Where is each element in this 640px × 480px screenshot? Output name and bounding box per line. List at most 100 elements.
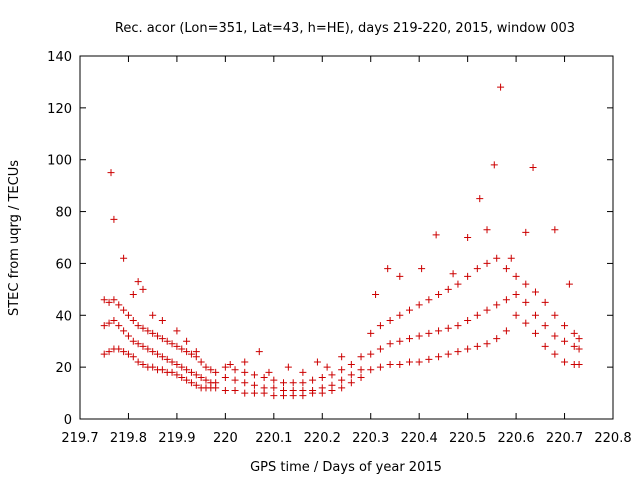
data-point <box>418 265 426 273</box>
data-point <box>163 355 171 363</box>
y-tick-label: 80 <box>55 206 72 221</box>
y-tick-label: 0 <box>64 413 72 428</box>
data-point <box>551 332 559 340</box>
data-point <box>318 384 326 392</box>
data-point <box>425 329 433 337</box>
data-point <box>313 358 321 366</box>
data-point <box>260 374 268 382</box>
data-point <box>338 366 346 374</box>
y-tick-label: 120 <box>47 102 72 117</box>
data-point <box>129 316 137 324</box>
data-point <box>522 319 530 327</box>
data-point <box>493 335 501 343</box>
data-point <box>149 311 157 319</box>
data-point <box>120 327 128 335</box>
data-point <box>178 345 186 353</box>
data-point <box>154 332 162 340</box>
data-point <box>173 342 181 350</box>
data-point <box>144 345 152 353</box>
data-point <box>120 306 128 314</box>
axis-ticks: 219.7 219.8 219.9 220 220.1 220.2 220.3 220.4 22… <box>47 50 631 446</box>
data-point <box>454 348 462 356</box>
data-point <box>212 368 220 376</box>
data-point <box>529 163 537 171</box>
data-point <box>338 384 346 392</box>
data-point <box>376 345 384 353</box>
data-point <box>299 368 307 376</box>
data-point <box>129 291 137 299</box>
data-point <box>464 272 472 280</box>
data-point <box>255 348 263 356</box>
data-point <box>107 169 115 177</box>
data-point <box>197 374 205 382</box>
data-point <box>476 195 484 203</box>
data-point <box>502 265 510 273</box>
data-point <box>280 386 288 394</box>
data-point <box>134 340 142 348</box>
data-point <box>270 376 278 384</box>
data-point <box>386 361 394 369</box>
data-point <box>464 345 472 353</box>
data-point <box>129 353 137 361</box>
data-point <box>490 161 498 169</box>
x-tick-label: 219.7 <box>61 431 98 446</box>
data-point <box>432 231 440 239</box>
data-point <box>386 340 394 348</box>
data-point <box>265 368 273 376</box>
chart-title: Rec. acor (Lon=351, Lat=43, h=HE), days … <box>115 21 575 36</box>
data-point <box>149 348 157 356</box>
data-point <box>347 371 355 379</box>
data-point <box>396 311 404 319</box>
plot-frame <box>79 55 614 420</box>
data-point <box>299 386 307 394</box>
data-point <box>570 342 578 350</box>
data-point <box>139 285 147 293</box>
y-tick-label: 100 <box>47 154 72 169</box>
x-tick-label: 220.2 <box>304 431 341 446</box>
data-point <box>100 296 108 304</box>
data-point <box>338 376 346 384</box>
x-axis-label: GPS time / Days of year 2015 <box>250 460 442 475</box>
data-point <box>415 332 423 340</box>
data-point <box>396 361 404 369</box>
data-point <box>541 322 549 330</box>
y-tick-label: 60 <box>55 257 72 272</box>
data-point <box>231 376 239 384</box>
data-point <box>512 311 520 319</box>
data-point <box>473 265 481 273</box>
data-point <box>299 379 307 387</box>
data-point <box>561 358 569 366</box>
data-point <box>338 353 346 361</box>
x-tick-label: 220.1 <box>255 431 292 446</box>
data-point <box>357 353 365 361</box>
data-point <box>376 322 384 330</box>
data-point <box>357 374 365 382</box>
data-point <box>328 371 336 379</box>
data-point <box>318 374 326 382</box>
data-point <box>449 270 457 278</box>
data-point <box>565 280 573 288</box>
data-point <box>522 298 530 306</box>
x-tick-label: 220 <box>213 431 238 446</box>
data-point <box>202 363 210 371</box>
x-tick-label: 220.3 <box>352 431 389 446</box>
data-point <box>405 306 413 314</box>
data-point <box>561 322 569 330</box>
data-point <box>284 363 292 371</box>
data-point <box>124 332 132 340</box>
data-point <box>134 278 142 286</box>
data-point <box>512 291 520 299</box>
data-point <box>289 386 297 394</box>
data-point <box>231 366 239 374</box>
data-point <box>493 301 501 309</box>
data-point <box>483 226 491 234</box>
data-point <box>226 361 234 369</box>
data-point <box>100 322 108 330</box>
y-tick-label: 140 <box>47 50 72 65</box>
data-point <box>202 376 210 384</box>
data-point <box>212 379 220 387</box>
data-point <box>531 311 539 319</box>
data-point <box>507 254 515 262</box>
data-point <box>454 322 462 330</box>
data-point <box>384 265 392 273</box>
